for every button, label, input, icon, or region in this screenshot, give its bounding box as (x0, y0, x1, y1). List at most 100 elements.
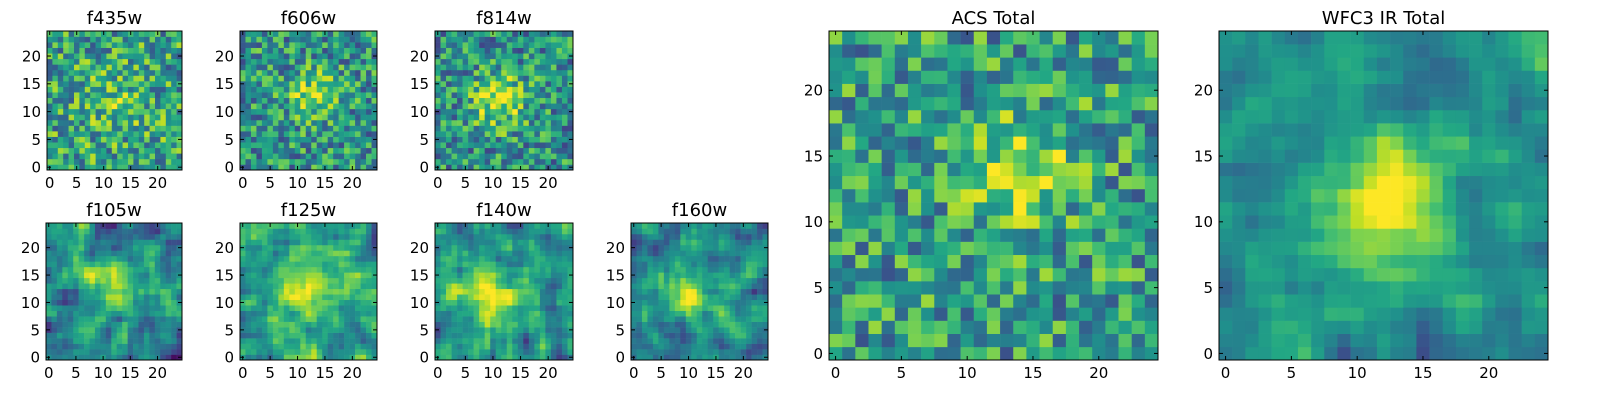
heatmap-cell (74, 158, 80, 165)
heatmap-cell (868, 346, 882, 361)
heatmap-cell (245, 349, 252, 355)
heatmap-cell (468, 321, 474, 328)
heatmap-cell (468, 158, 474, 165)
heatmap-cell (289, 233, 296, 240)
heatmap-cell (349, 158, 356, 165)
heatmap-cell (512, 31, 519, 37)
heatmap-cell (67, 332, 74, 339)
heatmap-cell (240, 69, 246, 76)
heatmap-cell (149, 299, 156, 306)
heatmap-cell (707, 305, 714, 311)
heatmap-cell (165, 153, 172, 160)
heatmap-cell (440, 164, 447, 171)
heatmap-cell (451, 114, 458, 121)
heatmap-cell (127, 261, 134, 268)
heatmap-cell (674, 349, 681, 355)
heatmap-cell (165, 299, 172, 306)
heatmap-cell (479, 147, 485, 154)
heatmap-cell (101, 86, 107, 93)
heatmap-cell (495, 42, 502, 48)
heatmap-cell (245, 47, 252, 54)
heatmap-cell (322, 349, 328, 355)
heatmap-cell (462, 108, 469, 115)
heatmap-cell (506, 164, 513, 171)
heatmap-cell (523, 92, 530, 99)
heatmap-cell (735, 250, 741, 257)
heatmap-cell (702, 310, 709, 317)
heatmap-cell (855, 202, 869, 216)
heatmap-cell (360, 69, 367, 76)
heatmap-cell (539, 125, 546, 132)
heatmap-cell (451, 86, 458, 93)
heatmap-cell (1118, 215, 1132, 229)
heatmap-cell (149, 31, 156, 37)
heatmap-cell (757, 316, 763, 322)
heatmap-cell (283, 92, 290, 99)
heatmap-cell (333, 42, 339, 48)
heatmap-cell (311, 233, 318, 240)
heatmap-cell (283, 47, 290, 54)
heatmap-cell (100, 283, 107, 290)
heatmap-cell (74, 36, 80, 43)
heatmap-cell (556, 119, 563, 126)
heatmap-cell (344, 47, 350, 54)
heatmap-cell (267, 108, 274, 115)
heatmap-cell (250, 233, 257, 240)
heatmap-cell (78, 354, 85, 361)
heatmap-cell (446, 223, 452, 229)
heatmap-cell (144, 81, 150, 87)
heatmap-cell (501, 158, 508, 165)
heatmap-cell (245, 255, 252, 262)
heatmap-cell (663, 316, 670, 322)
heatmap-cell (658, 316, 665, 322)
heatmap-cell (641, 332, 648, 339)
heatmap-cell (133, 81, 140, 87)
heatmap-cell (729, 283, 736, 290)
heatmap-cell (550, 288, 557, 295)
heatmap-cell (1065, 254, 1080, 269)
heatmap-cell (327, 164, 334, 171)
heatmap-cell (528, 136, 535, 143)
heatmap-cell (160, 255, 166, 262)
heatmap-cell (545, 158, 552, 165)
heatmap-cell (561, 108, 568, 115)
heatmap-cell (501, 299, 508, 306)
heatmap-cell (90, 75, 96, 82)
heatmap-cell (528, 228, 535, 235)
heatmap-cell (669, 343, 676, 350)
heatmap-cell (550, 223, 557, 229)
heatmap-cell (51, 228, 58, 235)
heatmap-cell (631, 288, 637, 295)
heatmap-cell (165, 305, 172, 311)
heatmap-cell (300, 36, 307, 43)
heatmap-cell (101, 119, 107, 126)
heatmap-cell (122, 266, 128, 273)
y-tick-label: 0 (419, 159, 429, 177)
heatmap-cell (1026, 188, 1040, 203)
heatmap-cell (539, 343, 546, 350)
heatmap-cell (567, 338, 574, 344)
heatmap-cell (539, 158, 546, 165)
heatmap-cell (556, 125, 563, 132)
heatmap-cell (495, 119, 502, 126)
heatmap-cell (740, 349, 747, 355)
heatmap-cell (484, 164, 491, 171)
heatmap-cell (349, 97, 356, 104)
heatmap-cell (539, 288, 546, 295)
heatmap-cell (484, 343, 491, 350)
heatmap-cell (74, 42, 80, 48)
heatmap-cell (272, 288, 279, 295)
heatmap-cell (160, 299, 166, 306)
heatmap-cell (144, 64, 150, 71)
heatmap-cell (272, 327, 279, 333)
heatmap-cell (501, 31, 508, 37)
heatmap-cell (106, 125, 113, 132)
heatmap-cell (462, 86, 469, 93)
heatmap-cell (67, 288, 74, 295)
heatmap-cell (154, 233, 161, 240)
heatmap-cell (545, 277, 552, 284)
heatmap-cell (360, 250, 367, 257)
heatmap-cell (894, 215, 909, 229)
heatmap-cell (550, 103, 557, 110)
heatmap-cell (652, 250, 659, 257)
